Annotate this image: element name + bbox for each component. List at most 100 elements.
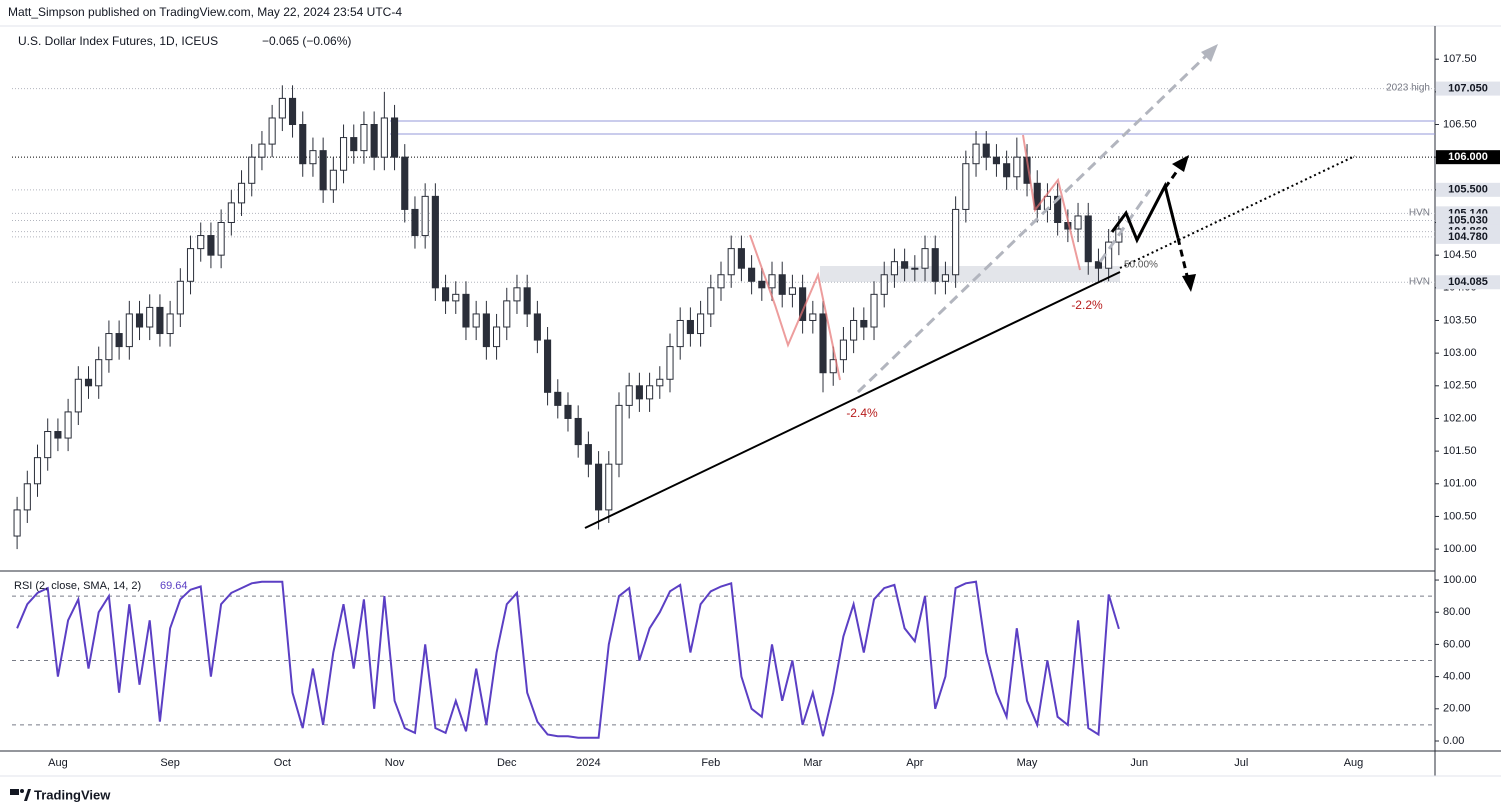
candle-body xyxy=(870,293,878,328)
candle-body xyxy=(268,117,276,145)
logo-mark xyxy=(20,789,24,793)
arrow-head xyxy=(1182,274,1196,292)
candle-body xyxy=(605,463,613,511)
level-label-bg xyxy=(1436,150,1500,165)
y-tick-label: 100.00 xyxy=(1443,543,1477,555)
plot xyxy=(12,85,1435,739)
candle-body xyxy=(595,463,603,511)
candle-body xyxy=(523,287,531,315)
candle-body xyxy=(1003,163,1011,178)
candle-body xyxy=(64,411,72,439)
annotation: HVN xyxy=(1409,208,1430,219)
candle-body xyxy=(319,150,327,191)
candle-body xyxy=(788,287,796,295)
level-label-bg xyxy=(1436,229,1500,244)
y-tick-label: 40.00 xyxy=(1443,671,1471,683)
candle-body xyxy=(778,274,786,295)
drawings: 2023 high HVN HVN 50.00% -2.4% -2.2% xyxy=(584,44,1430,529)
candle-body xyxy=(166,313,174,335)
y-tick-label: 80.00 xyxy=(1443,606,1471,618)
level-label-bg xyxy=(1436,182,1500,197)
candle-body xyxy=(615,404,623,465)
y-tick-label: 101.50 xyxy=(1443,445,1477,457)
candle-body xyxy=(758,280,766,289)
level-label-bg xyxy=(1436,213,1500,228)
candle-body xyxy=(748,267,756,282)
x-tick-label: Jun xyxy=(1130,757,1148,769)
y-tick-label: 104.50 xyxy=(1443,249,1477,261)
candle-body xyxy=(860,319,868,328)
candle-body xyxy=(666,346,674,380)
x-tick-label: Oct xyxy=(274,757,291,769)
candle-body xyxy=(493,326,501,348)
candle-body xyxy=(360,124,368,152)
publisher-line: Matt_Simpson published on TradingView.co… xyxy=(8,5,402,19)
candle-body xyxy=(1074,215,1082,230)
candle-body xyxy=(482,313,490,348)
hvn-zone xyxy=(820,266,1120,282)
pattern-line xyxy=(1022,134,1081,271)
candle-body xyxy=(380,117,388,158)
candle-body xyxy=(207,235,215,256)
candle-body xyxy=(503,300,511,328)
candle-body xyxy=(217,221,225,256)
annotation: -2.2% xyxy=(1071,298,1103,312)
candle-body xyxy=(350,137,358,152)
x-tick-label: Feb xyxy=(701,757,720,769)
candle-body xyxy=(727,248,735,276)
y-tick-label: 103.00 xyxy=(1443,347,1477,359)
indicator-title: RSI (2, close, SMA, 14, 2) xyxy=(14,580,141,592)
candle-body xyxy=(442,287,450,302)
x-tick-label: 2024 xyxy=(576,757,600,769)
candle-body xyxy=(656,378,664,387)
candle-body xyxy=(941,274,949,282)
x-tick-label: Nov xyxy=(385,757,405,769)
candle-body xyxy=(1033,182,1041,210)
annotation: 50.00% xyxy=(1124,260,1158,271)
candle-body xyxy=(992,156,1000,165)
pattern-line xyxy=(749,234,841,381)
candle-body xyxy=(309,150,317,165)
projection-arrow xyxy=(856,50,1212,394)
candle-body xyxy=(44,431,52,459)
rsi-line xyxy=(16,580,1120,739)
candle-body xyxy=(564,404,572,419)
candle-body xyxy=(390,117,399,158)
candle-body xyxy=(911,267,919,270)
candle-body xyxy=(533,313,541,341)
candle-body xyxy=(411,208,419,237)
footer-brand: TradingView xyxy=(34,787,111,802)
candle-body xyxy=(768,274,776,289)
y-tick-label: 102.50 xyxy=(1443,380,1477,392)
candle-body xyxy=(819,313,827,374)
candle-body xyxy=(472,313,480,328)
candle-body xyxy=(1084,215,1092,263)
candle-body xyxy=(1094,261,1103,269)
candle-body xyxy=(248,156,256,184)
x-tick-label: Mar xyxy=(803,757,822,769)
candle-body xyxy=(982,143,990,158)
candle-body xyxy=(84,378,93,387)
candle-body xyxy=(186,248,195,282)
candle-body xyxy=(574,417,582,446)
x-tick-label: Apr xyxy=(906,757,923,769)
candle-body xyxy=(513,287,521,302)
candle-body xyxy=(646,385,654,400)
x-tick-label: Aug xyxy=(48,757,68,769)
candle-body xyxy=(686,319,694,335)
chart-title: U.S. Dollar Index Futures, 1D, ICEUS xyxy=(18,34,218,48)
candle-body xyxy=(676,319,684,348)
candle-body xyxy=(737,248,745,269)
candle-body xyxy=(197,235,205,250)
candle-body xyxy=(370,124,378,158)
candle-body xyxy=(54,431,62,439)
y-tick-label: 103.50 xyxy=(1443,314,1477,326)
candle-body xyxy=(554,391,562,406)
y-tick-label: 106.50 xyxy=(1443,118,1477,130)
x-tick-label: Aug xyxy=(1344,757,1364,769)
candle-body xyxy=(880,274,888,295)
candle-body xyxy=(707,287,715,315)
indicator-value: 69.64 xyxy=(160,580,188,592)
